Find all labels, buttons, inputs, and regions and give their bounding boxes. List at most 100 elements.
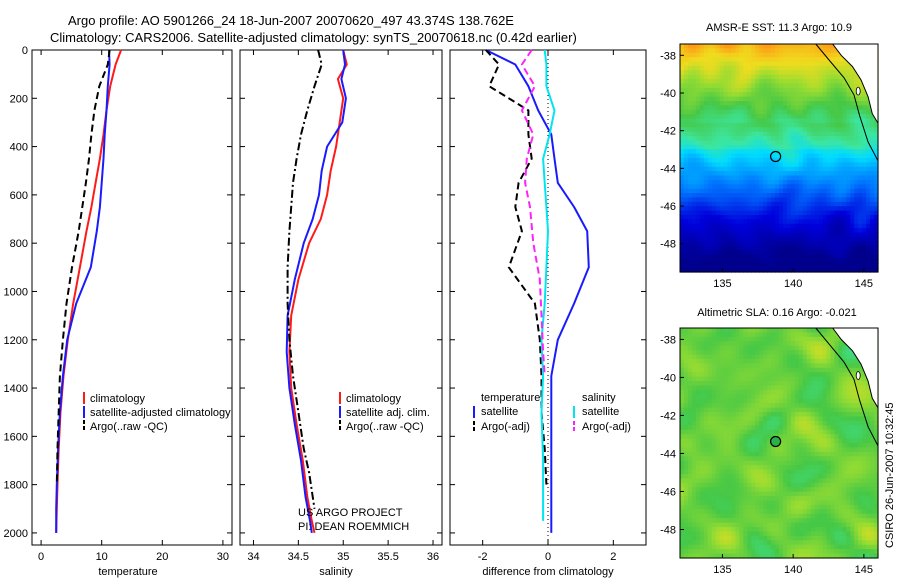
- heatmap-cell: [707, 358, 713, 364]
- heatmap-cell: [810, 438, 816, 444]
- heatmap-cell: [834, 354, 839, 360]
- heatmap-cell: [814, 332, 820, 338]
- heatmap-cell: [743, 131, 748, 137]
- heatmap-cell: [818, 376, 824, 382]
- heatmap-cell: [707, 447, 713, 453]
- heatmap-cell: [810, 96, 816, 102]
- heatmap-cell: [786, 206, 792, 212]
- heatmap-cell: [751, 438, 756, 444]
- heatmap-cell: [719, 193, 725, 199]
- heatmap-cell: [862, 496, 867, 502]
- heatmap-cell: [790, 210, 796, 216]
- heatmap-cell: [707, 83, 713, 89]
- heatmap-cell: [743, 241, 748, 247]
- heatmap-cell: [763, 482, 768, 488]
- x-tick-label: 0: [545, 551, 551, 563]
- heatmap-cell: [814, 162, 820, 168]
- heatmap-cell: [834, 407, 839, 413]
- heatmap-cell: [790, 166, 796, 172]
- heatmap-cell: [794, 394, 800, 400]
- heatmap-cell: [727, 44, 733, 49]
- heatmap-cell: [782, 438, 788, 444]
- heatmap-cell: [842, 57, 847, 63]
- heatmap-cell: [782, 504, 788, 510]
- heatmap-cell: [719, 345, 725, 351]
- heatmap-cell: [735, 236, 740, 242]
- heatmap-cell: [814, 389, 820, 395]
- heatmap-cell: [707, 74, 713, 80]
- heatmap-cell: [731, 171, 737, 177]
- heatmap-cell: [874, 179, 879, 185]
- heatmap-cell: [703, 228, 709, 234]
- heatmap-cell: [818, 438, 824, 444]
- heatmap-cell: [763, 96, 768, 102]
- heatmap-cell: [747, 65, 752, 71]
- heatmap-cell: [767, 171, 772, 177]
- heatmap-cell: [826, 87, 832, 93]
- heatmap-cell: [790, 92, 796, 98]
- heatmap-cell: [794, 118, 800, 124]
- heatmap-cell: [719, 144, 725, 150]
- heatmap-cell: [755, 232, 760, 238]
- heatmap-cell: [691, 407, 697, 413]
- heatmap-cell: [779, 153, 784, 159]
- heatmap-cell: [691, 122, 697, 128]
- heatmap-cell: [735, 201, 740, 207]
- heatmap-cell: [830, 367, 836, 373]
- heatmap-cell: [838, 83, 843, 89]
- heatmap-cell: [862, 482, 867, 488]
- heatmap-cell: [834, 171, 839, 177]
- heatmap-cell: [814, 372, 820, 378]
- difference-legend: temperature satellite Argo(-adj) salinit…: [473, 392, 631, 433]
- heatmap-cell: [854, 363, 859, 369]
- heatmap-cell: [866, 105, 871, 111]
- heatmap-cell: [798, 434, 804, 440]
- heatmap-cell: [846, 175, 851, 181]
- heatmap-cell: [806, 136, 812, 142]
- heatmap-cell: [826, 188, 832, 194]
- heatmap-cell: [822, 434, 828, 440]
- heatmap-cell: [687, 267, 693, 273]
- heatmap-cell: [723, 469, 729, 475]
- heatmap-cell: [727, 456, 733, 462]
- heatmap-cell: [814, 83, 820, 89]
- heatmap-cell: [790, 96, 796, 102]
- heatmap-cell: [818, 487, 824, 493]
- heatmap-cell: [862, 140, 867, 146]
- heatmap-cell: [798, 407, 804, 413]
- heatmap-cell: [680, 87, 685, 93]
- heatmap-cell: [771, 341, 776, 347]
- heatmap-cell: [735, 127, 740, 133]
- heatmap-cell: [683, 513, 689, 519]
- heatmap-cell: [691, 358, 697, 364]
- heatmap-cell: [862, 416, 867, 422]
- heatmap-cell: [818, 92, 824, 98]
- difference-panel-frame: [449, 49, 647, 546]
- heatmap-cell: [846, 96, 851, 102]
- heatmap-cell: [719, 184, 725, 190]
- heatmap-cell: [711, 197, 717, 203]
- heatmap-cell: [707, 223, 713, 229]
- heatmap-cell: [806, 469, 812, 475]
- heatmap-cell: [719, 210, 725, 216]
- heatmap-cell: [747, 136, 752, 142]
- heatmap-cell: [735, 87, 740, 93]
- heatmap-cell: [854, 114, 859, 120]
- heatmap-cell: [695, 398, 701, 404]
- heatmap-cell: [802, 460, 808, 466]
- heatmap-cell: [775, 416, 780, 422]
- heatmap-cell: [703, 412, 709, 418]
- heatmap-cell: [763, 166, 768, 172]
- heatmap-cell: [711, 438, 717, 444]
- temperature-xlabel: temperature: [98, 566, 157, 578]
- series-line-salinity-satellite: [540, 49, 556, 521]
- heatmap-cell: [862, 175, 867, 181]
- heatmap-cell: [790, 350, 796, 356]
- heatmap-cell: [798, 171, 804, 177]
- heatmap-cell: [830, 398, 836, 404]
- heatmap-cell: [818, 70, 824, 76]
- heatmap-cell: [779, 504, 784, 510]
- heatmap-cell: [763, 381, 768, 387]
- heatmap-cell: [870, 398, 875, 404]
- heatmap-cell: [814, 65, 820, 71]
